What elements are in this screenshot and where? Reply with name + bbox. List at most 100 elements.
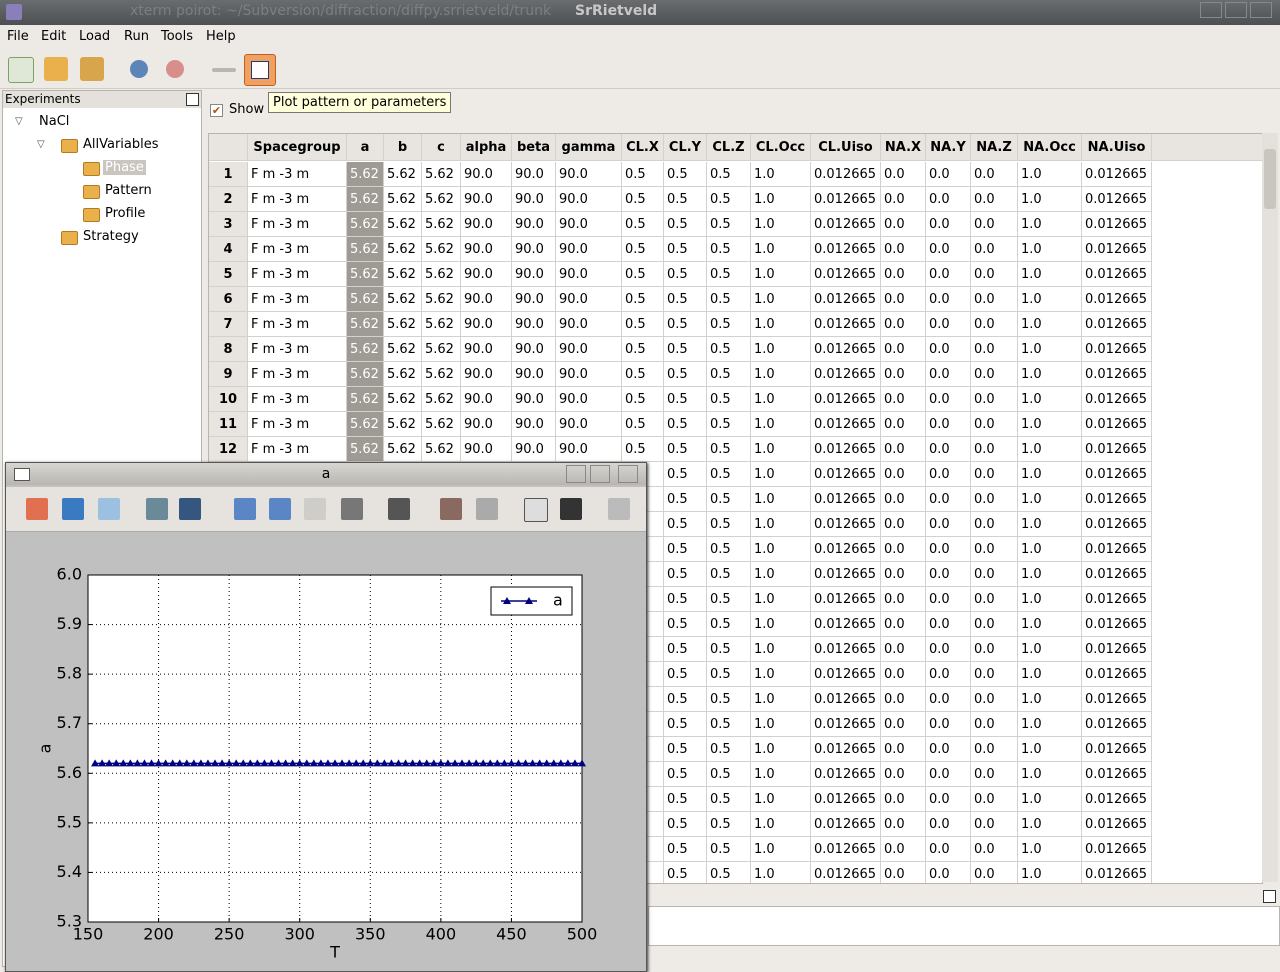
table-cell[interactable]: 90.0	[461, 412, 512, 437]
table-cell[interactable]: 0.0	[971, 512, 1018, 537]
table-cell[interactable]: 0.0	[881, 387, 926, 412]
table-cell[interactable]: 0.012665	[811, 712, 881, 737]
table-cell[interactable]: 0.0	[971, 437, 1018, 462]
table-cell[interactable]: 0.5	[664, 512, 707, 537]
export-button[interactable]	[388, 498, 410, 520]
table-cell[interactable]: 0.5	[664, 437, 707, 462]
table-cell[interactable]: 0.5	[622, 362, 664, 387]
checkbox[interactable]: ✔	[210, 104, 223, 117]
table-cell[interactable]: 90.0	[461, 312, 512, 337]
table-cell[interactable]: 0.5	[707, 262, 751, 287]
table-cell[interactable]: F m -3 m	[248, 412, 347, 437]
table-cell[interactable]: 1.0	[751, 212, 811, 237]
table-cell[interactable]: 90.0	[461, 162, 512, 187]
table-cell[interactable]: 1.0	[751, 287, 811, 312]
table-cell[interactable]: 0.5	[707, 162, 751, 187]
table-cell[interactable]: 0.012665	[811, 162, 881, 187]
table-cell[interactable]: 90.0	[461, 187, 512, 212]
table-cell[interactable]: 0.0	[881, 562, 926, 587]
table-cell[interactable]: 0.0	[971, 787, 1018, 812]
table-cell[interactable]: 0.5	[664, 187, 707, 212]
table-cell[interactable]: 0.5	[664, 787, 707, 812]
table-cell[interactable]: 0.0	[926, 637, 971, 662]
table-cell[interactable]: 0.0	[971, 612, 1018, 637]
table-cell[interactable]: 90.0	[556, 287, 622, 312]
table-cell[interactable]: 5.62	[347, 262, 384, 287]
table-cell[interactable]: 0.0	[881, 762, 926, 787]
table-cell[interactable]: 1.0	[1018, 562, 1082, 587]
table-cell[interactable]: F m -3 m	[248, 337, 347, 362]
close-button[interactable]	[1250, 2, 1272, 18]
table-cell[interactable]: F m -3 m	[248, 287, 347, 312]
table-cell[interactable]: 0.012665	[1082, 637, 1152, 662]
table-cell[interactable]: 0.0	[881, 412, 926, 437]
table-cell[interactable]: 90.0	[556, 412, 622, 437]
table-cell[interactable]: 5.62	[384, 162, 422, 187]
table-cell[interactable]: 0.0	[971, 837, 1018, 862]
table-cell[interactable]: 1.0	[751, 587, 811, 612]
table-cell[interactable]: 0.5	[707, 762, 751, 787]
table-cell[interactable]: 0.012665	[811, 687, 881, 712]
table-cell[interactable]: 90.0	[556, 212, 622, 237]
table-cell[interactable]: 0.012665	[1082, 387, 1152, 412]
tree-node[interactable]: Phase	[103, 160, 146, 175]
column-header[interactable]: CL.Occ	[751, 134, 811, 161]
table-cell[interactable]: 0.5	[707, 662, 751, 687]
table-cell[interactable]: 0.0	[881, 212, 926, 237]
table-cell[interactable]: 0.012665	[811, 412, 881, 437]
table-cell[interactable]: 1.0	[1018, 437, 1082, 462]
table-cell[interactable]: 5.62	[422, 437, 461, 462]
table-cell[interactable]: 90.0	[556, 237, 622, 262]
plot-button[interactable]	[244, 54, 276, 86]
menu-item[interactable]: Load	[79, 29, 111, 44]
tree-node[interactable]: Profile	[105, 206, 146, 221]
panel-close[interactable]	[186, 93, 199, 106]
table-cell[interactable]: 1.0	[1018, 387, 1082, 412]
axes-button[interactable]	[440, 498, 462, 520]
table-cell[interactable]: 0.5	[707, 362, 751, 387]
table-cell[interactable]: 0.012665	[1082, 787, 1152, 812]
table-cell[interactable]: 0.0	[881, 162, 926, 187]
table-cell[interactable]: 0.012665	[811, 562, 881, 587]
table-cell[interactable]: F m -3 m	[248, 437, 347, 462]
table-cell[interactable]: 0.5	[664, 262, 707, 287]
table-cell[interactable]: 0.0	[971, 637, 1018, 662]
table-cell[interactable]: 0.0	[926, 862, 971, 883]
row-header[interactable]: 1	[209, 162, 248, 187]
table-cell[interactable]: 1.0	[751, 262, 811, 287]
table-cell[interactable]: 1.0	[751, 462, 811, 487]
table-cell[interactable]: 0.0	[881, 812, 926, 837]
table-cell[interactable]: 0.0	[926, 737, 971, 762]
table-cell[interactable]: 90.0	[512, 437, 556, 462]
tree-expander[interactable]: ▽	[15, 116, 23, 127]
table-cell[interactable]: 5.62	[384, 287, 422, 312]
table-cell[interactable]: 0.0	[971, 312, 1018, 337]
table-cell[interactable]: 0.0	[926, 287, 971, 312]
column-header[interactable]: CL.Z	[707, 134, 751, 161]
table-cell[interactable]: 0.5	[664, 737, 707, 762]
table-cell[interactable]: 0.012665	[1082, 587, 1152, 612]
zoom-button[interactable]	[146, 498, 168, 520]
table-cell[interactable]: 0.0	[926, 562, 971, 587]
table-cell[interactable]: 0.5	[707, 637, 751, 662]
table-cell[interactable]: 0.0	[971, 462, 1018, 487]
table-cell[interactable]: 5.62	[422, 362, 461, 387]
plot-maximize[interactable]	[590, 465, 610, 483]
table-cell[interactable]: 1.0	[1018, 537, 1082, 562]
table-cell[interactable]: 0.5	[707, 612, 751, 637]
menu-item[interactable]: Run	[124, 29, 149, 44]
table-cell[interactable]: 0.5	[664, 237, 707, 262]
table-cell[interactable]: 0.5	[622, 387, 664, 412]
table-cell[interactable]: 0.0	[926, 437, 971, 462]
table-cell[interactable]: 0.012665	[1082, 362, 1152, 387]
table-cell[interactable]: 0.5	[622, 237, 664, 262]
table-cell[interactable]: 1.0	[751, 837, 811, 862]
table-cell[interactable]: 1.0	[751, 862, 811, 883]
column-header[interactable]: alpha	[461, 134, 512, 161]
table-cell[interactable]: 1.0	[751, 562, 811, 587]
table-cell[interactable]: 1.0	[1018, 687, 1082, 712]
table-cell[interactable]: 5.62	[384, 437, 422, 462]
table-cell[interactable]: 0.012665	[1082, 212, 1152, 237]
save-button[interactable]	[179, 498, 201, 520]
table-cell[interactable]: 0.012665	[1082, 162, 1152, 187]
